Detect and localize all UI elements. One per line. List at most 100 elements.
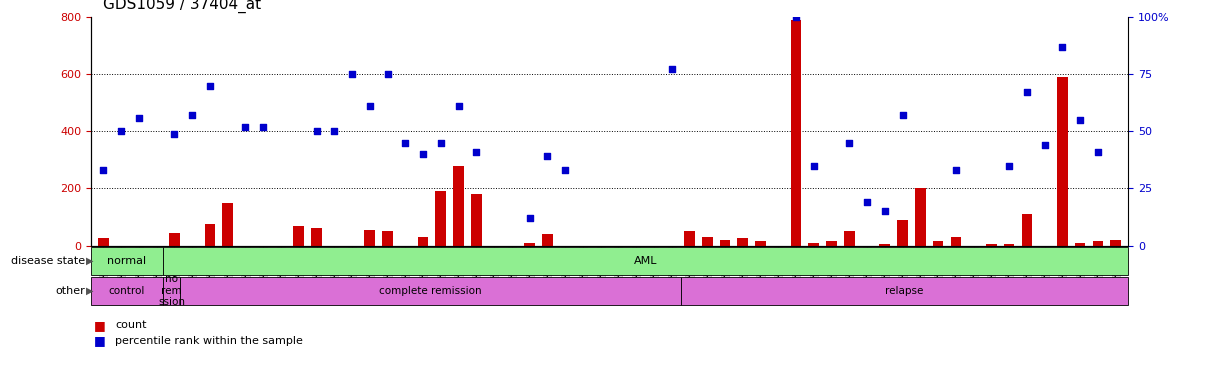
Point — [556, 167, 575, 173]
Text: GSM39870: GSM39870 — [633, 248, 639, 288]
Point — [786, 14, 805, 20]
Text: percentile rank within the sample: percentile rank within the sample — [115, 336, 303, 345]
Bar — [680, 277, 1128, 305]
Text: GSM39875: GSM39875 — [136, 248, 142, 288]
Point — [377, 71, 397, 77]
Text: GSM39848: GSM39848 — [385, 248, 391, 288]
Bar — [986, 244, 997, 246]
Text: GSM39842: GSM39842 — [917, 248, 923, 288]
Text: GSM39861: GSM39861 — [1077, 248, 1083, 288]
Text: GSM39825: GSM39825 — [296, 248, 302, 288]
Text: GSM39823: GSM39823 — [261, 248, 266, 288]
Point — [431, 140, 450, 146]
Text: count: count — [115, 321, 147, 330]
Text: GSM39853: GSM39853 — [1006, 248, 1012, 288]
Bar — [1004, 244, 1014, 246]
Text: GSM39869: GSM39869 — [615, 248, 621, 288]
Point — [235, 124, 255, 130]
Bar — [791, 20, 802, 246]
Text: GSM39831: GSM39831 — [171, 248, 177, 288]
Text: GSM39838: GSM39838 — [847, 248, 853, 288]
Point — [537, 153, 557, 159]
Text: complete remission: complete remission — [380, 286, 482, 296]
Text: GSM39854: GSM39854 — [1024, 248, 1030, 288]
Bar — [205, 224, 215, 246]
Text: ■: ■ — [93, 319, 106, 332]
Bar — [169, 233, 180, 246]
Text: GSM39865: GSM39865 — [562, 248, 568, 288]
Text: relapse: relapse — [885, 286, 924, 296]
Bar — [879, 244, 890, 246]
Text: GSM39819: GSM39819 — [189, 248, 195, 288]
Text: GSM39839: GSM39839 — [864, 248, 870, 288]
Text: GSM39860: GSM39860 — [1059, 248, 1065, 288]
Text: GSM39855: GSM39855 — [456, 248, 462, 288]
Point — [875, 209, 894, 214]
Bar — [1075, 243, 1086, 246]
Point — [449, 103, 468, 109]
Point — [93, 167, 113, 173]
Bar — [471, 194, 482, 246]
Point — [467, 149, 486, 155]
Bar — [181, 277, 680, 305]
Bar — [808, 243, 819, 246]
Bar — [454, 166, 463, 246]
Text: GSM39856: GSM39856 — [473, 248, 479, 288]
Point — [307, 128, 326, 134]
Text: GSM39830: GSM39830 — [722, 248, 728, 288]
Point — [946, 167, 966, 173]
Text: GSM39841: GSM39841 — [900, 248, 906, 288]
Point — [1053, 44, 1072, 50]
Bar — [98, 238, 109, 246]
Text: GSM39857: GSM39857 — [1042, 248, 1048, 288]
Text: GSM39846: GSM39846 — [349, 248, 355, 288]
Point — [112, 128, 131, 134]
Bar — [915, 188, 926, 246]
Text: GSM39828: GSM39828 — [687, 248, 693, 288]
Text: GSM39872: GSM39872 — [668, 248, 674, 288]
Text: GSM39871: GSM39871 — [651, 248, 657, 288]
Point — [804, 163, 824, 169]
Text: AML: AML — [633, 256, 657, 266]
Text: GSM39851: GSM39851 — [438, 248, 444, 288]
Bar — [312, 228, 321, 246]
Bar — [222, 203, 233, 246]
Text: no
rem
ssion: no rem ssion — [158, 274, 184, 308]
Bar — [382, 231, 393, 246]
Bar — [542, 234, 553, 246]
Text: GSM39826: GSM39826 — [313, 248, 319, 288]
Text: GSM39836: GSM39836 — [810, 248, 816, 288]
Point — [325, 128, 344, 134]
Point — [1000, 163, 1019, 169]
Point — [200, 82, 220, 88]
Text: control: control — [108, 286, 144, 296]
Text: GSM39824: GSM39824 — [278, 248, 284, 288]
Point — [360, 103, 380, 109]
Text: GSM39821: GSM39821 — [224, 248, 230, 288]
Text: GSM39822: GSM39822 — [243, 248, 249, 288]
Text: GSM39852: GSM39852 — [989, 248, 995, 288]
Bar — [933, 242, 944, 246]
Bar — [756, 242, 765, 246]
Text: GSM39820: GSM39820 — [207, 248, 213, 288]
Text: ▶: ▶ — [86, 286, 93, 296]
Bar — [524, 243, 535, 246]
Text: GSM39859: GSM39859 — [509, 248, 514, 288]
Point — [1018, 89, 1037, 95]
Point — [182, 112, 201, 118]
Bar — [738, 238, 748, 246]
Text: GSM39858: GSM39858 — [491, 248, 497, 288]
Text: GSM39866: GSM39866 — [580, 248, 586, 288]
Text: GSM39849: GSM39849 — [403, 248, 409, 288]
Bar — [898, 220, 907, 246]
Point — [254, 124, 273, 130]
Bar — [435, 191, 446, 246]
Bar — [364, 230, 375, 246]
Bar — [1021, 214, 1032, 246]
Text: other: other — [55, 286, 85, 296]
Point — [1088, 149, 1107, 155]
Text: GSM39867: GSM39867 — [598, 248, 604, 288]
Text: GSM39845: GSM39845 — [970, 248, 976, 288]
Text: GSM39847: GSM39847 — [366, 248, 372, 288]
Bar — [294, 226, 304, 246]
